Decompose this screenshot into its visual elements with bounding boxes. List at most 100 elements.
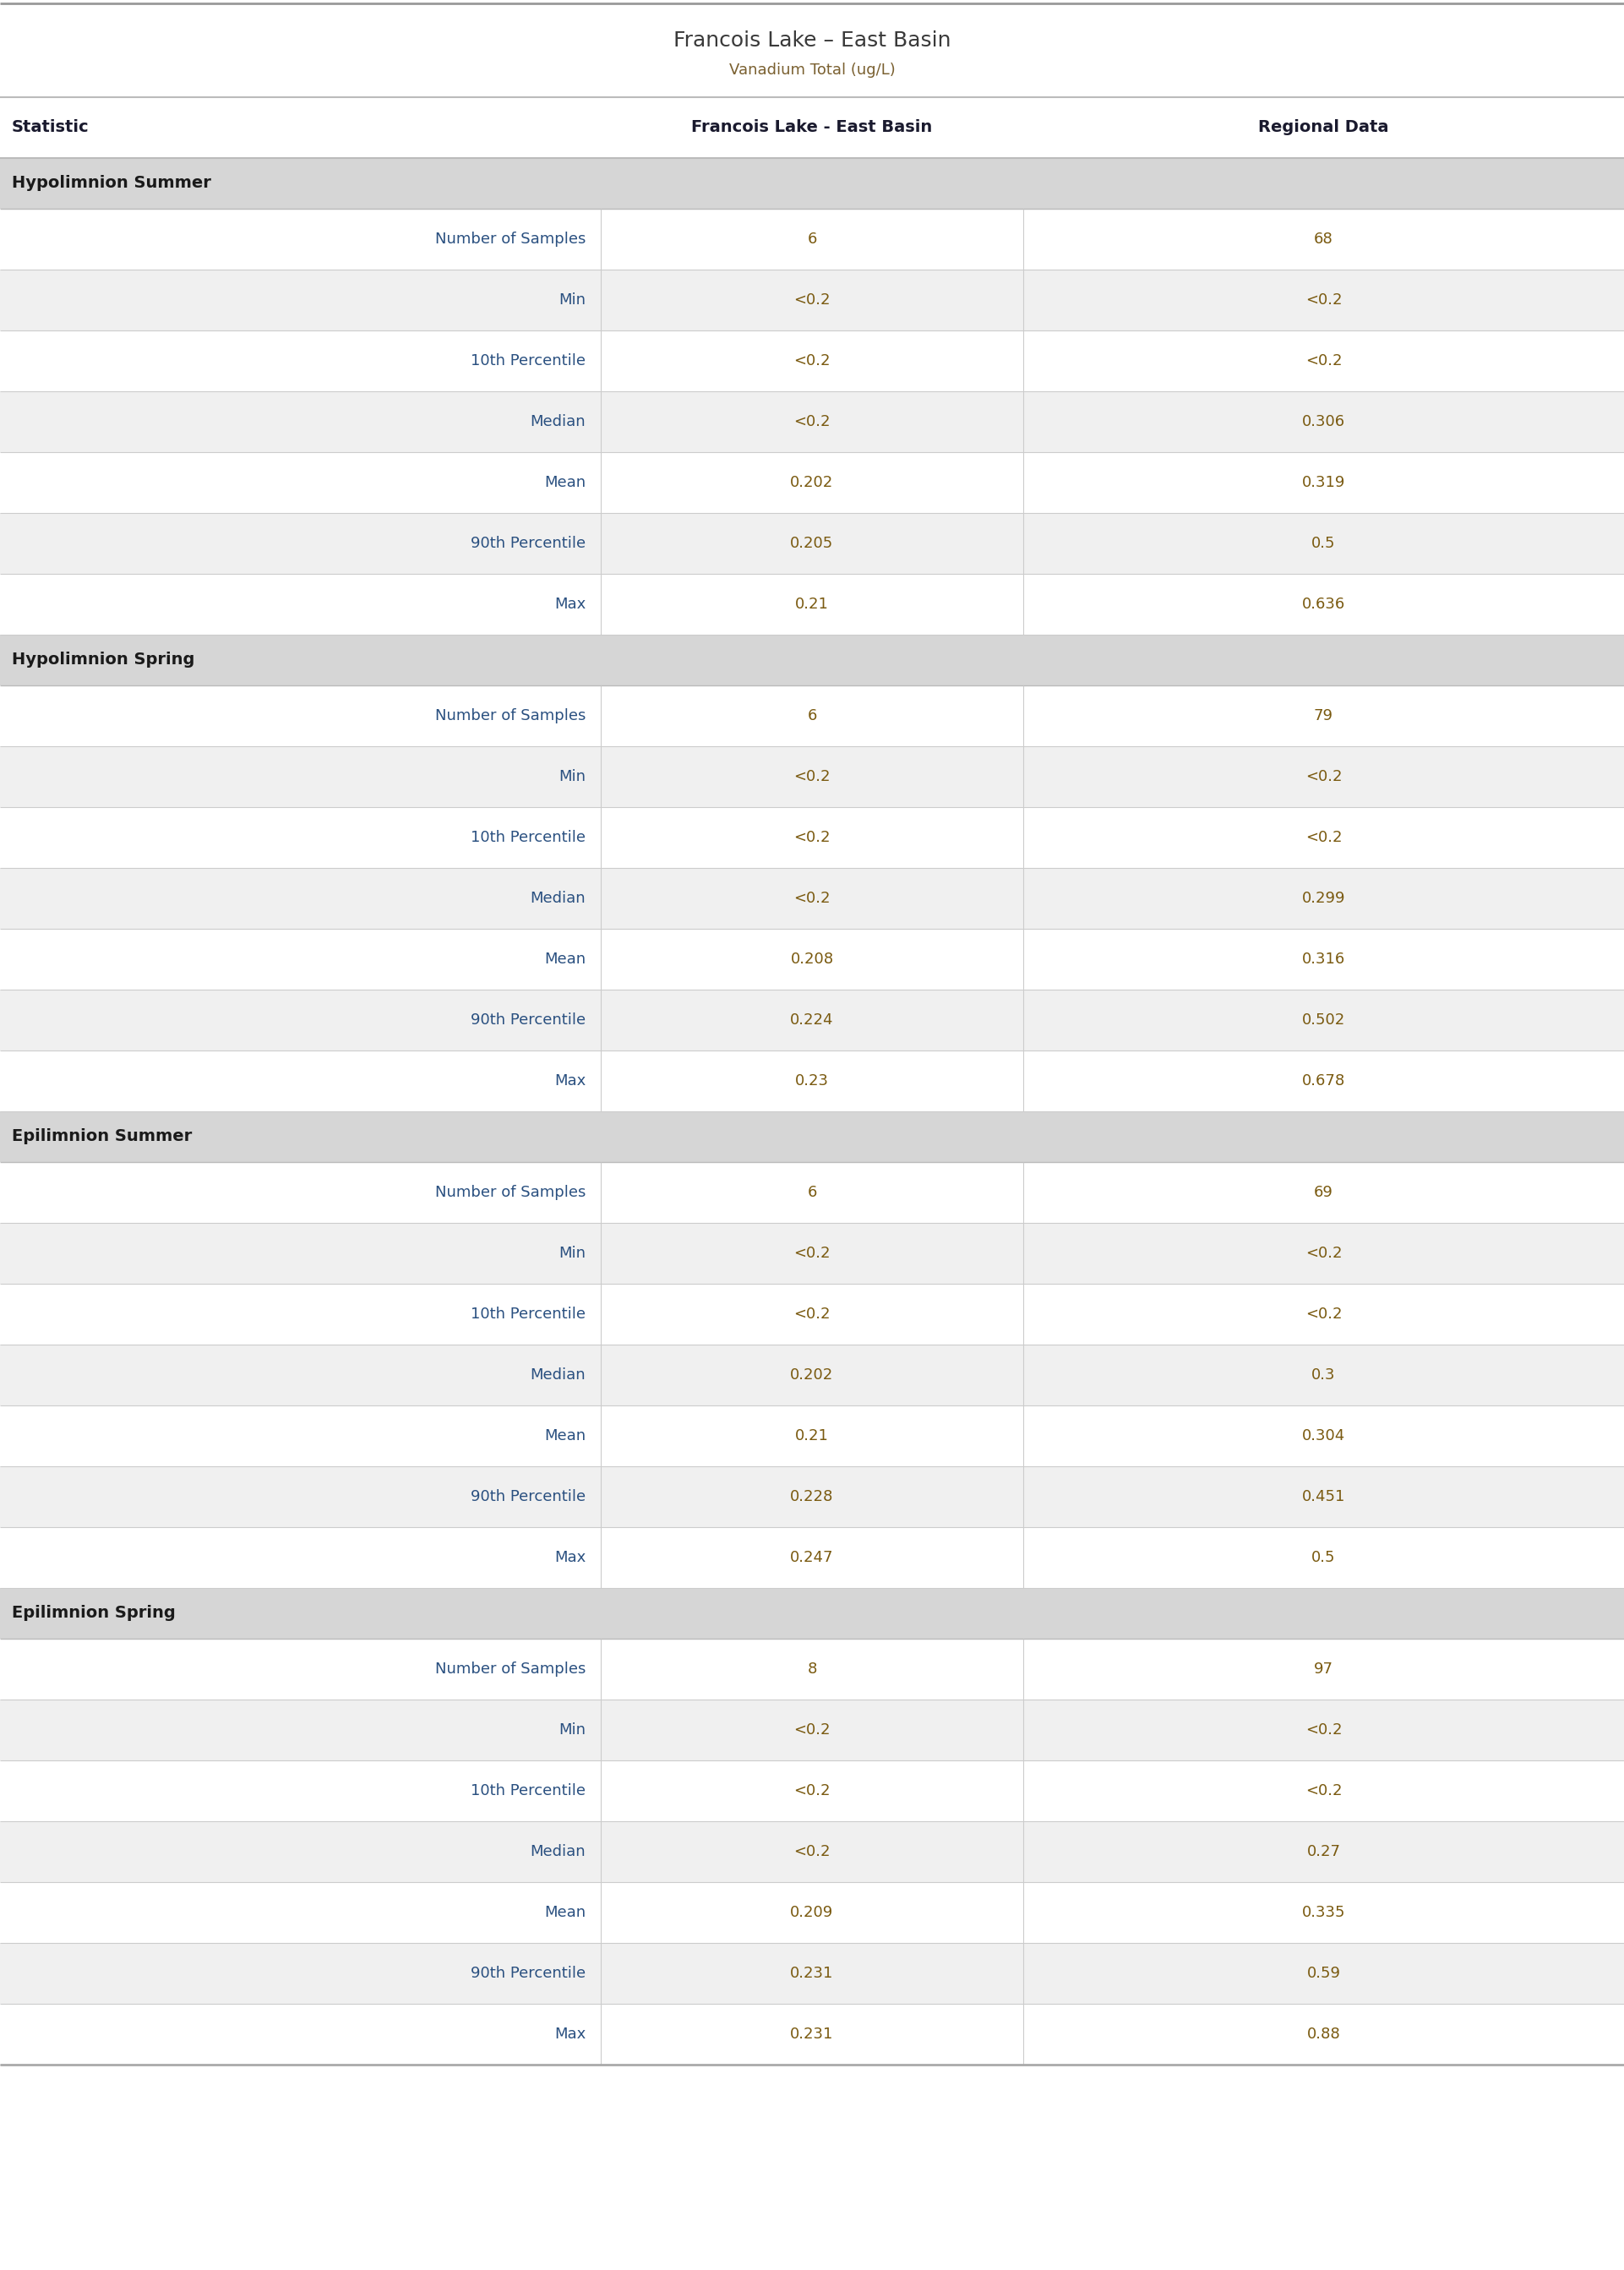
- Bar: [0, 1162, 1624, 1224]
- Bar: [0, 159, 1624, 209]
- Text: Min: Min: [559, 770, 586, 783]
- Bar: [0, 1882, 1624, 1943]
- Text: <0.2: <0.2: [1306, 1723, 1341, 1737]
- Bar: [0, 747, 1624, 808]
- Text: Number of Samples: Number of Samples: [435, 232, 586, 247]
- Text: <0.2: <0.2: [1306, 1246, 1341, 1260]
- Text: Hypolimnion Spring: Hypolimnion Spring: [11, 651, 195, 667]
- Text: Max: Max: [554, 1074, 586, 1090]
- Bar: [0, 1405, 1624, 1466]
- Bar: [0, 513, 1624, 574]
- Text: 0.3: 0.3: [1312, 1367, 1335, 1382]
- Text: 0.27: 0.27: [1307, 1843, 1340, 1859]
- Bar: [0, 452, 1624, 513]
- Bar: [0, 2004, 1624, 2066]
- Text: <0.2: <0.2: [794, 890, 830, 906]
- Text: 90th Percentile: 90th Percentile: [471, 1012, 586, 1028]
- Text: 0.451: 0.451: [1302, 1489, 1345, 1505]
- Text: <0.2: <0.2: [1306, 770, 1341, 783]
- Text: 0.88: 0.88: [1307, 2027, 1340, 2041]
- Text: 0.202: 0.202: [791, 1367, 833, 1382]
- Text: <0.2: <0.2: [1306, 831, 1341, 844]
- Text: Hypolimnion Summer: Hypolimnion Summer: [11, 175, 211, 191]
- Text: Epilimnion Spring: Epilimnion Spring: [11, 1605, 175, 1621]
- Text: Vanadium Total (ug/L): Vanadium Total (ug/L): [729, 61, 895, 77]
- Text: <0.2: <0.2: [794, 1843, 830, 1859]
- Text: 0.228: 0.228: [791, 1489, 833, 1505]
- Text: <0.2: <0.2: [794, 1784, 830, 1798]
- Bar: [0, 928, 1624, 990]
- Bar: [0, 1112, 1624, 1162]
- Bar: [0, 1589, 1624, 1639]
- Bar: [0, 1528, 1624, 1589]
- Bar: [0, 1285, 1624, 1344]
- Bar: [0, 1943, 1624, 2004]
- Text: 0.59: 0.59: [1307, 1966, 1340, 1982]
- Text: 0.5: 0.5: [1312, 536, 1335, 552]
- Text: Epilimnion Summer: Epilimnion Summer: [11, 1128, 192, 1144]
- Text: 0.21: 0.21: [796, 597, 828, 613]
- Text: 0.636: 0.636: [1302, 597, 1345, 613]
- Text: <0.2: <0.2: [794, 1723, 830, 1737]
- Text: Max: Max: [554, 1550, 586, 1566]
- Bar: [0, 209, 1624, 270]
- Text: 90th Percentile: 90th Percentile: [471, 1489, 586, 1505]
- Text: Min: Min: [559, 1723, 586, 1737]
- Text: <0.2: <0.2: [794, 1246, 830, 1260]
- Bar: [0, 808, 1624, 867]
- Text: 10th Percentile: 10th Percentile: [471, 1308, 586, 1321]
- Text: 10th Percentile: 10th Percentile: [471, 831, 586, 844]
- Text: 0.247: 0.247: [791, 1550, 833, 1566]
- Text: 97: 97: [1314, 1662, 1333, 1678]
- Text: 10th Percentile: 10th Percentile: [471, 354, 586, 368]
- Text: 0.306: 0.306: [1302, 413, 1345, 429]
- Text: Number of Samples: Number of Samples: [435, 1185, 586, 1201]
- Text: <0.2: <0.2: [1306, 354, 1341, 368]
- Text: 0.202: 0.202: [791, 474, 833, 490]
- Text: 69: 69: [1314, 1185, 1333, 1201]
- Text: Mean: Mean: [544, 951, 586, 967]
- Bar: [0, 867, 1624, 928]
- Text: <0.2: <0.2: [1306, 1784, 1341, 1798]
- Text: 0.208: 0.208: [791, 951, 833, 967]
- Text: <0.2: <0.2: [794, 770, 830, 783]
- Text: Median: Median: [529, 1843, 586, 1859]
- Bar: [0, 1700, 1624, 1762]
- Text: Number of Samples: Number of Samples: [435, 708, 586, 724]
- Text: 0.678: 0.678: [1302, 1074, 1345, 1090]
- Text: 0.224: 0.224: [791, 1012, 833, 1028]
- Text: <0.2: <0.2: [794, 413, 830, 429]
- Text: Mean: Mean: [544, 1428, 586, 1444]
- Text: 79: 79: [1314, 708, 1333, 724]
- Text: 6: 6: [807, 1185, 817, 1201]
- Bar: [0, 1821, 1624, 1882]
- Bar: [0, 686, 1624, 747]
- Text: <0.2: <0.2: [794, 293, 830, 309]
- Text: 0.304: 0.304: [1302, 1428, 1345, 1444]
- Text: 0.231: 0.231: [791, 1966, 833, 1982]
- Bar: [0, 1051, 1624, 1112]
- Text: Min: Min: [559, 1246, 586, 1260]
- Text: 8: 8: [807, 1662, 817, 1678]
- Text: 6: 6: [807, 232, 817, 247]
- Text: 0.319: 0.319: [1302, 474, 1345, 490]
- Text: Median: Median: [529, 890, 586, 906]
- Text: Median: Median: [529, 413, 586, 429]
- Text: Mean: Mean: [544, 1905, 586, 1920]
- Text: Min: Min: [559, 293, 586, 309]
- Text: 0.231: 0.231: [791, 2027, 833, 2041]
- Text: Francois Lake – East Basin: Francois Lake – East Basin: [674, 32, 950, 50]
- Text: 90th Percentile: 90th Percentile: [471, 536, 586, 552]
- Bar: [0, 1762, 1624, 1821]
- Text: 6: 6: [807, 708, 817, 724]
- Bar: [0, 1466, 1624, 1528]
- Text: 0.209: 0.209: [791, 1905, 833, 1920]
- Text: Max: Max: [554, 597, 586, 613]
- Text: 0.502: 0.502: [1302, 1012, 1345, 1028]
- Text: 0.335: 0.335: [1302, 1905, 1345, 1920]
- Text: Median: Median: [529, 1367, 586, 1382]
- Bar: [0, 331, 1624, 390]
- Text: 10th Percentile: 10th Percentile: [471, 1784, 586, 1798]
- Text: <0.2: <0.2: [794, 831, 830, 844]
- Text: 68: 68: [1314, 232, 1333, 247]
